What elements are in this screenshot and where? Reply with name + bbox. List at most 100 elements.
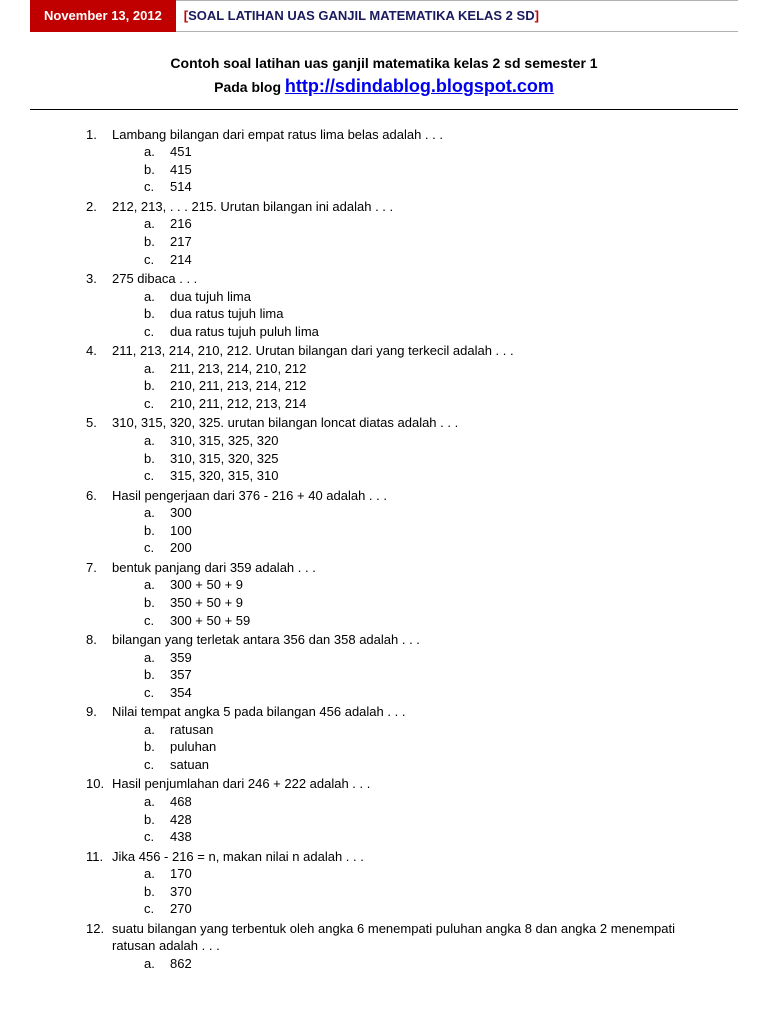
- question-text: bentuk panjang dari 359 adalah . . .: [112, 559, 718, 577]
- option-text: 514: [170, 178, 192, 196]
- question-number: 4.: [86, 342, 112, 360]
- option-letter: c.: [144, 178, 170, 196]
- option-letter: b.: [144, 522, 170, 540]
- option-letter: b.: [144, 305, 170, 323]
- option-letter: b.: [144, 811, 170, 829]
- option-text: 300: [170, 504, 192, 522]
- option-text: 217: [170, 233, 192, 251]
- option-text: 350 + 50 + 9: [170, 594, 243, 612]
- options: a.359b.357c.354: [86, 649, 718, 702]
- option-row: c.354: [144, 684, 718, 702]
- option-row: b.370: [144, 883, 718, 901]
- option-letter: c.: [144, 323, 170, 341]
- option-text: 210, 211, 213, 214, 212: [170, 377, 306, 395]
- question-row: 12.suatu bilangan yang terbentuk oleh an…: [86, 920, 718, 955]
- option-text: 211, 213, 214, 210, 212: [170, 360, 306, 378]
- options: a.310, 315, 325, 320b.310, 315, 320, 325…: [86, 432, 718, 485]
- option-text: 270: [170, 900, 192, 918]
- question: 1.Lambang bilangan dari empat ratus lima…: [86, 126, 718, 196]
- option-text: satuan: [170, 756, 209, 774]
- options: a.468b.428c.438: [86, 793, 718, 846]
- option-row: a.300: [144, 504, 718, 522]
- option-row: c.210, 211, 212, 213, 214: [144, 395, 718, 413]
- option-text: 300 + 50 + 59: [170, 612, 250, 630]
- option-text: 451: [170, 143, 192, 161]
- option-row: b.210, 211, 213, 214, 212: [144, 377, 718, 395]
- option-text: dua ratus tujuh puluh lima: [170, 323, 319, 341]
- header-title-text: SOAL LATIHAN UAS GANJIL MATEMATIKA KELAS…: [188, 7, 534, 25]
- question-row: 7.bentuk panjang dari 359 adalah . . .: [86, 559, 718, 577]
- option-row: b.puluhan: [144, 738, 718, 756]
- question: 3.275 dibaca . . .a.dua tujuh limab.dua …: [86, 270, 718, 340]
- question-number: 12.: [86, 920, 112, 955]
- option-text: dua ratus tujuh lima: [170, 305, 283, 323]
- option-row: c.dua ratus tujuh puluh lima: [144, 323, 718, 341]
- option-row: a.ratusan: [144, 721, 718, 739]
- question: 5.310, 315, 320, 325. urutan bilangan lo…: [86, 414, 718, 484]
- content-area: 1.Lambang bilangan dari empat ratus lima…: [30, 126, 738, 973]
- options: a.dua tujuh limab.dua ratus tujuh limac.…: [86, 288, 718, 341]
- option-row: a.468: [144, 793, 718, 811]
- question-text: Lambang bilangan dari empat ratus lima b…: [112, 126, 718, 144]
- option-row: b.100: [144, 522, 718, 540]
- option-text: 214: [170, 251, 192, 269]
- option-text: 354: [170, 684, 192, 702]
- option-letter: b.: [144, 883, 170, 901]
- options: a.216b.217c.214: [86, 215, 718, 268]
- subtitle-prefix: Pada blog: [214, 79, 285, 95]
- question: 8.bilangan yang terletak antara 356 dan …: [86, 631, 718, 701]
- option-row: a.451: [144, 143, 718, 161]
- question-row: 10.Hasil penjumlahan dari 246 + 222 adal…: [86, 775, 718, 793]
- option-letter: b.: [144, 161, 170, 179]
- blog-link[interactable]: http://sdindablog.blogspot.com: [285, 76, 554, 96]
- header-title: [ SOAL LATIHAN UAS GANJIL MATEMATIKA KEL…: [176, 0, 738, 32]
- option-row: c.satuan: [144, 756, 718, 774]
- question-text: Jika 456 - 216 = n, makan nilai n adalah…: [112, 848, 718, 866]
- options: a.300 + 50 + 9b.350 + 50 + 9c.300 + 50 +…: [86, 576, 718, 629]
- question: 9.Nilai tempat angka 5 pada bilangan 456…: [86, 703, 718, 773]
- option-text: 370: [170, 883, 192, 901]
- question-text: Hasil pengerjaan dari 376 - 216 + 40 ada…: [112, 487, 718, 505]
- question-text: 275 dibaca . . .: [112, 270, 718, 288]
- option-text: 100: [170, 522, 192, 540]
- option-text: 415: [170, 161, 192, 179]
- option-letter: b.: [144, 377, 170, 395]
- option-text: 357: [170, 666, 192, 684]
- option-row: b.dua ratus tujuh lima: [144, 305, 718, 323]
- question-number: 8.: [86, 631, 112, 649]
- question-row: 6.Hasil pengerjaan dari 376 - 216 + 40 a…: [86, 487, 718, 505]
- option-text: 310, 315, 320, 325: [170, 450, 278, 468]
- option-letter: c.: [144, 756, 170, 774]
- option-text: 468: [170, 793, 192, 811]
- option-text: 359: [170, 649, 192, 667]
- subtitle-blog: Pada blog http://sdindablog.blogspot.com: [30, 74, 738, 98]
- option-letter: a.: [144, 215, 170, 233]
- question-number: 2.: [86, 198, 112, 216]
- question-text: bilangan yang terletak antara 356 dan 35…: [112, 631, 718, 649]
- option-letter: a.: [144, 504, 170, 522]
- question-number: 11.: [86, 848, 112, 866]
- option-row: a.359: [144, 649, 718, 667]
- divider: [30, 109, 738, 110]
- option-letter: c.: [144, 684, 170, 702]
- header-band: November 13, 2012 [ SOAL LATIHAN UAS GAN…: [30, 0, 738, 32]
- option-letter: a.: [144, 432, 170, 450]
- option-row: a.216: [144, 215, 718, 233]
- question-row: 9.Nilai tempat angka 5 pada bilangan 456…: [86, 703, 718, 721]
- option-row: c.438: [144, 828, 718, 846]
- option-text: 315, 320, 315, 310: [170, 467, 278, 485]
- question-number: 7.: [86, 559, 112, 577]
- question-number: 3.: [86, 270, 112, 288]
- option-text: 170: [170, 865, 192, 883]
- option-row: c.270: [144, 900, 718, 918]
- option-letter: a.: [144, 955, 170, 973]
- option-letter: a.: [144, 865, 170, 883]
- question-row: 11.Jika 456 - 216 = n, makan nilai n ada…: [86, 848, 718, 866]
- question-row: 3.275 dibaca . . .: [86, 270, 718, 288]
- question-text: 211, 213, 214, 210, 212. Urutan bilangan…: [112, 342, 718, 360]
- option-letter: b.: [144, 594, 170, 612]
- option-row: c.300 + 50 + 59: [144, 612, 718, 630]
- option-text: 862: [170, 955, 192, 973]
- option-row: b.217: [144, 233, 718, 251]
- question: 2.212, 213, . . . 215. Urutan bilangan i…: [86, 198, 718, 268]
